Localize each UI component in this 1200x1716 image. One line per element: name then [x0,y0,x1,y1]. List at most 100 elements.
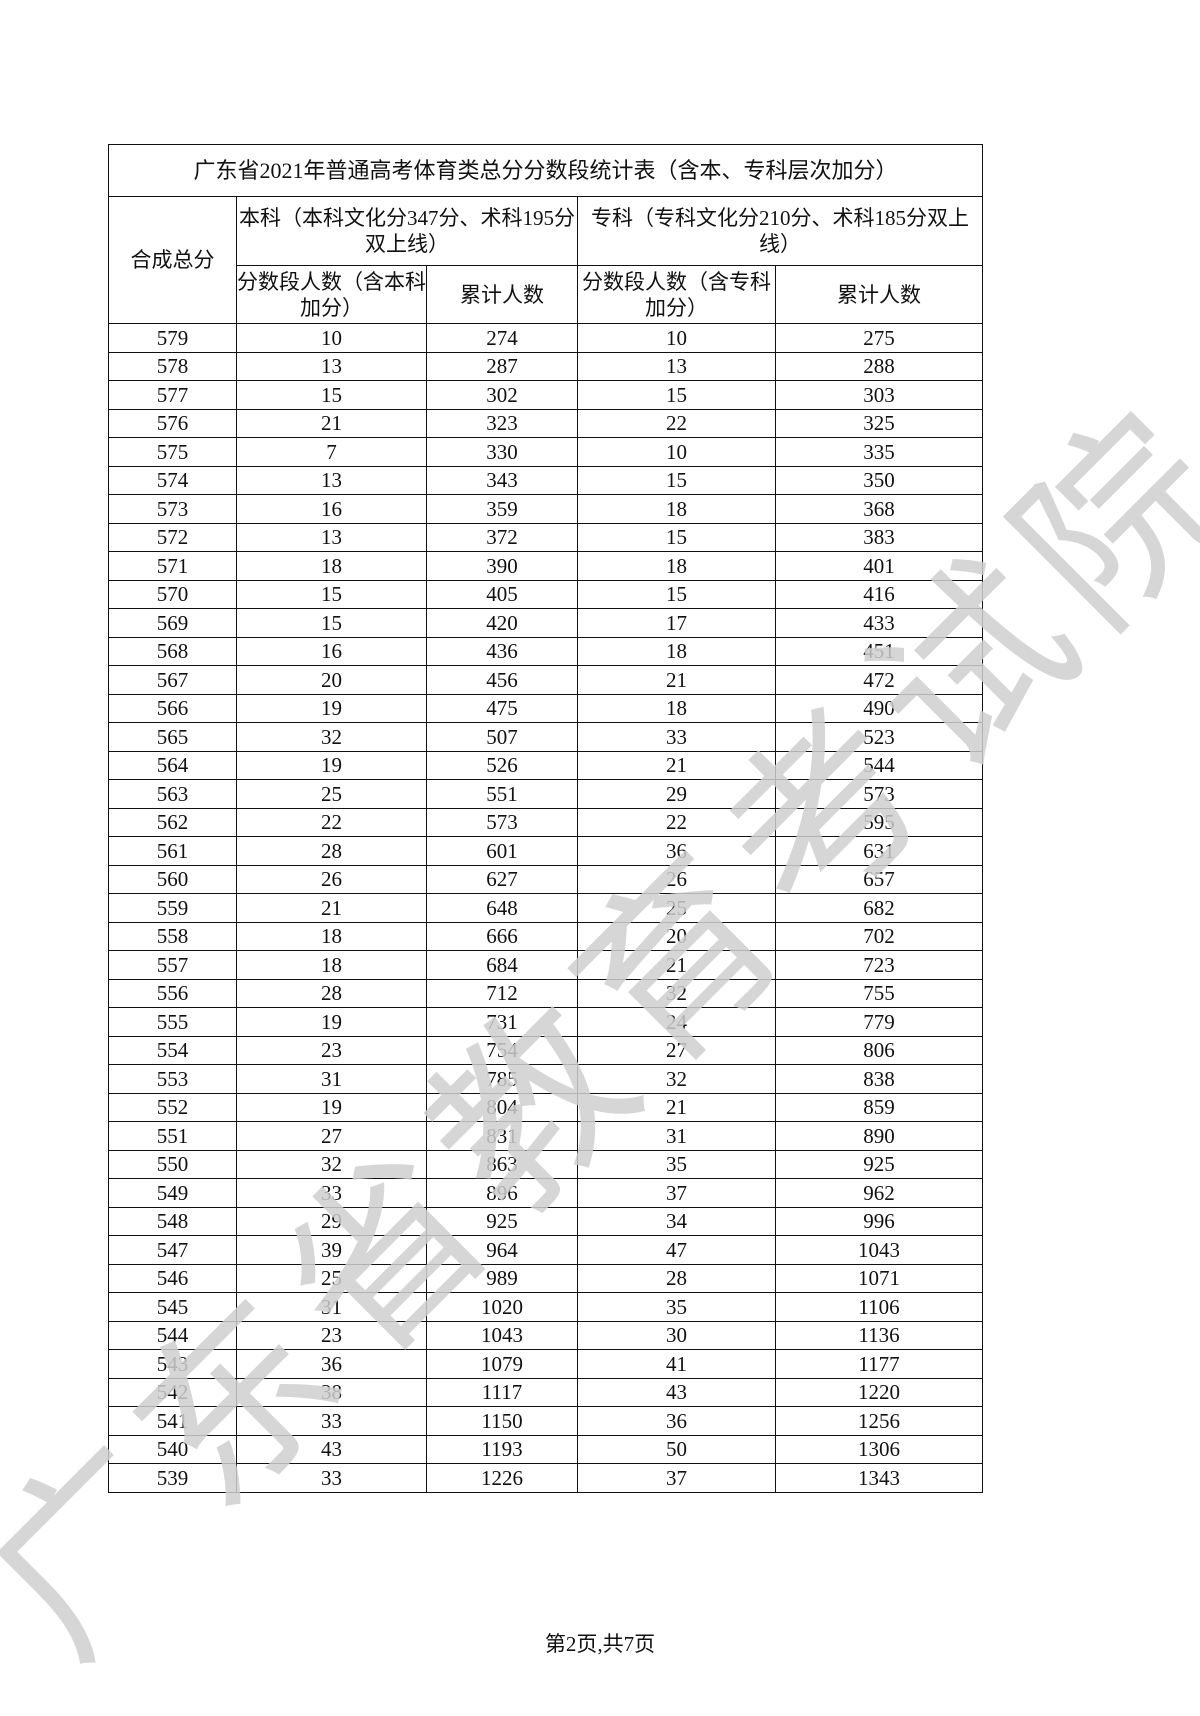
cell-benke-count: 23 [236,1320,427,1350]
cell-score: 568 [108,636,237,666]
cell-zhuanke-cumulative: 1106 [774,1292,984,1322]
cell-zhuanke-count: 27 [577,1035,776,1065]
cell-benke-cumulative: 287 [426,351,578,381]
cell-score: 545 [108,1292,237,1322]
cell-zhuanke-cumulative: 416 [774,579,984,609]
cell-benke-count: 28 [236,978,427,1008]
cell-zhuanke-count: 18 [577,494,776,524]
cell-zhuanke-count: 50 [577,1434,776,1464]
table-row: 579 10 274 10 275 [108,323,984,353]
cell-benke-count: 16 [236,636,427,666]
cell-zhuanke-count: 10 [577,437,776,467]
cell-benke-cumulative: 372 [426,522,578,552]
table-row: 542 38 1117 43 1220 [108,1377,984,1407]
cell-benke-cumulative: 831 [426,1121,578,1151]
cell-score: 551 [108,1121,237,1151]
cell-zhuanke-count: 25 [577,893,776,923]
cell-score: 575 [108,437,237,467]
cell-benke-cumulative: 754 [426,1035,578,1065]
table-row: 558 18 666 20 702 [108,921,984,951]
cell-score: 550 [108,1149,237,1179]
cell-zhuanke-count: 43 [577,1377,776,1407]
cell-benke-count: 19 [236,1007,427,1037]
cell-score: 547 [108,1235,237,1265]
cell-zhuanke-cumulative: 1177 [774,1349,984,1379]
cell-zhuanke-cumulative: 325 [774,408,984,438]
cell-score: 548 [108,1206,237,1236]
cell-zhuanke-count: 34 [577,1206,776,1236]
cell-zhuanke-cumulative: 838 [774,1064,984,1094]
table-row: 562 22 573 22 595 [108,807,984,837]
cell-zhuanke-cumulative: 523 [774,722,984,752]
cell-score: 552 [108,1092,237,1122]
cell-zhuanke-count: 13 [577,351,776,381]
cell-zhuanke-cumulative: 383 [774,522,984,552]
cell-zhuanke-count: 26 [577,864,776,894]
cell-zhuanke-count: 18 [577,693,776,723]
table-row: 549 33 896 37 962 [108,1178,984,1208]
cell-zhuanke-cumulative: 996 [774,1206,984,1236]
cell-benke-count: 18 [236,921,427,951]
cell-zhuanke-count: 21 [577,950,776,980]
cell-zhuanke-count: 41 [577,1349,776,1379]
table-row: 554 23 754 27 806 [108,1035,984,1065]
cell-benke-cumulative: 785 [426,1064,578,1094]
cell-score: 577 [108,380,237,410]
cell-benke-cumulative: 390 [426,551,578,581]
cell-benke-cumulative: 666 [426,921,578,951]
cell-zhuanke-count: 17 [577,608,776,638]
cell-zhuanke-count: 18 [577,551,776,581]
cell-score: 546 [108,1263,237,1293]
cell-zhuanke-count: 35 [577,1149,776,1179]
cell-benke-cumulative: 1193 [426,1434,578,1464]
cell-benke-count: 19 [236,750,427,780]
cell-zhuanke-cumulative: 806 [774,1035,984,1065]
cell-benke-cumulative: 1079 [426,1349,578,1379]
cell-score: 560 [108,864,237,894]
cell-score: 543 [108,1349,237,1379]
cell-benke-cumulative: 648 [426,893,578,923]
cell-zhuanke-count: 15 [577,380,776,410]
header-zhuanke: 专科（专科文化分210分、术科185分双上线） [576,196,984,266]
cell-score: 567 [108,665,237,695]
cell-benke-cumulative: 359 [426,494,578,524]
score-distribution-table: 广东省2021年普通高考体育类总分分数段统计表（含本、专科层次加分） 合成总分 … [107,144,984,1493]
cell-benke-count: 23 [236,1035,427,1065]
cell-zhuanke-cumulative: 1256 [774,1406,984,1436]
cell-benke-cumulative: 989 [426,1263,578,1293]
cell-benke-cumulative: 573 [426,807,578,837]
cell-zhuanke-count: 29 [577,779,776,809]
cell-zhuanke-cumulative: 472 [774,665,984,695]
cell-zhuanke-cumulative: 368 [774,494,984,524]
cell-benke-cumulative: 302 [426,380,578,410]
table-row: 546 25 989 28 1071 [108,1263,984,1293]
cell-zhuanke-count: 15 [577,465,776,495]
cell-benke-cumulative: 627 [426,864,578,894]
cell-benke-count: 18 [236,950,427,980]
cell-zhuanke-cumulative: 573 [774,779,984,809]
table-row: 557 18 684 21 723 [108,950,984,980]
cell-benke-cumulative: 330 [426,437,578,467]
cell-score: 566 [108,693,237,723]
cell-score: 578 [108,351,237,381]
cell-benke-cumulative: 925 [426,1206,578,1236]
table-row: 543 36 1079 41 1177 [108,1349,984,1379]
cell-zhuanke-cumulative: 682 [774,893,984,923]
table-row: 568 16 436 18 451 [108,636,984,666]
table-row: 559 21 648 25 682 [108,893,984,923]
cell-zhuanke-count: 47 [577,1235,776,1265]
cell-score: 553 [108,1064,237,1094]
cell-zhuanke-cumulative: 288 [774,351,984,381]
cell-benke-count: 32 [236,722,427,752]
cell-zhuanke-cumulative: 702 [774,921,984,951]
cell-score: 561 [108,836,237,866]
cell-score: 574 [108,465,237,495]
cell-score: 544 [108,1320,237,1350]
cell-zhuanke-cumulative: 335 [774,437,984,467]
cell-benke-count: 16 [236,494,427,524]
table-row: 539 33 1226 37 1343 [108,1463,984,1493]
cell-zhuanke-cumulative: 1043 [774,1235,984,1265]
cell-benke-count: 21 [236,408,427,438]
cell-benke-count: 25 [236,779,427,809]
cell-benke-count: 31 [236,1064,427,1094]
